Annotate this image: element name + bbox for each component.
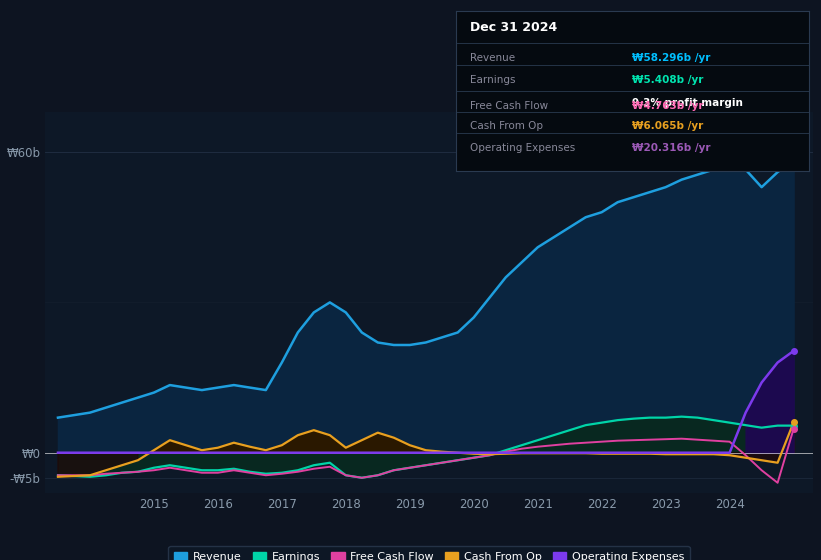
Text: Cash From Op: Cash From Op <box>470 122 543 132</box>
Text: ₩5.408b /yr: ₩5.408b /yr <box>632 75 704 85</box>
Text: ₩20.316b /yr: ₩20.316b /yr <box>632 143 711 153</box>
Text: Earnings: Earnings <box>470 75 516 85</box>
Text: Dec 31 2024: Dec 31 2024 <box>470 21 557 34</box>
Text: Operating Expenses: Operating Expenses <box>470 143 575 153</box>
Text: Free Cash Flow: Free Cash Flow <box>470 101 548 110</box>
Legend: Revenue, Earnings, Free Cash Flow, Cash From Op, Operating Expenses: Revenue, Earnings, Free Cash Flow, Cash … <box>168 546 690 560</box>
Text: ₩6.065b /yr: ₩6.065b /yr <box>632 122 704 132</box>
Text: ₩4.763b /yr: ₩4.763b /yr <box>632 101 704 110</box>
Text: ₩58.296b /yr: ₩58.296b /yr <box>632 53 710 63</box>
Text: 9.3% profit margin: 9.3% profit margin <box>632 98 743 108</box>
Text: Revenue: Revenue <box>470 53 515 63</box>
